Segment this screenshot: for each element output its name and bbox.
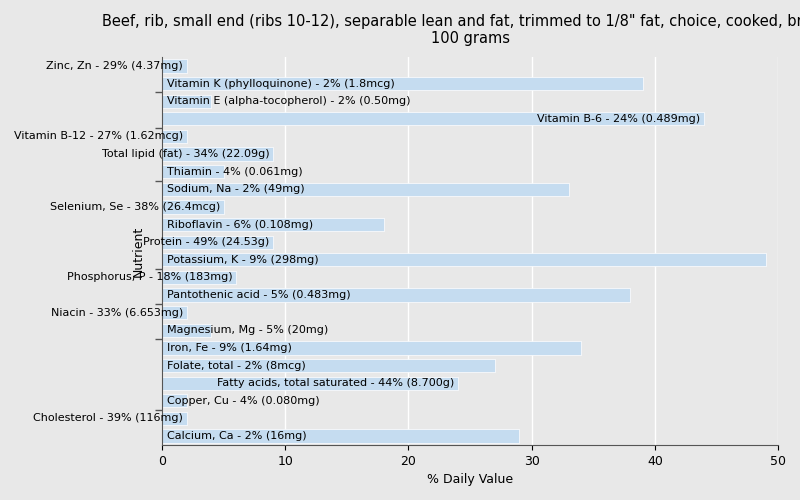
Bar bbox=[162, 376, 458, 390]
Bar bbox=[162, 165, 223, 178]
Text: Copper, Cu - 4% (0.080mg): Copper, Cu - 4% (0.080mg) bbox=[167, 396, 319, 406]
Bar bbox=[162, 60, 186, 72]
Bar bbox=[162, 271, 236, 284]
Text: Selenium, Se - 38% (26.4mcg): Selenium, Se - 38% (26.4mcg) bbox=[50, 202, 220, 212]
Bar bbox=[162, 77, 642, 90]
Bar bbox=[162, 200, 223, 213]
Y-axis label: Nutrient: Nutrient bbox=[131, 226, 145, 276]
Text: Pantothenic acid - 5% (0.483mg): Pantothenic acid - 5% (0.483mg) bbox=[167, 290, 350, 300]
Bar bbox=[162, 324, 211, 337]
Text: Vitamin B-6 - 24% (0.489mg): Vitamin B-6 - 24% (0.489mg) bbox=[538, 114, 701, 124]
Bar bbox=[162, 306, 186, 320]
Bar bbox=[162, 112, 704, 126]
Bar bbox=[162, 148, 273, 160]
Text: Niacin - 33% (6.653mg): Niacin - 33% (6.653mg) bbox=[50, 308, 183, 318]
Text: Iron, Fe - 9% (1.64mg): Iron, Fe - 9% (1.64mg) bbox=[167, 343, 292, 353]
Bar bbox=[162, 394, 186, 407]
Text: Vitamin E (alpha-tocopherol) - 2% (0.50mg): Vitamin E (alpha-tocopherol) - 2% (0.50m… bbox=[167, 96, 410, 106]
Text: Zinc, Zn - 29% (4.37mg): Zinc, Zn - 29% (4.37mg) bbox=[46, 61, 183, 71]
Text: Folate, total - 2% (8mcg): Folate, total - 2% (8mcg) bbox=[167, 360, 306, 370]
X-axis label: % Daily Value: % Daily Value bbox=[427, 473, 513, 486]
Title: Beef, rib, small end (ribs 10-12), separable lean and fat, trimmed to 1/8" fat, : Beef, rib, small end (ribs 10-12), separ… bbox=[102, 14, 800, 46]
Bar bbox=[162, 236, 273, 249]
Text: Vitamin B-12 - 27% (1.62mcg): Vitamin B-12 - 27% (1.62mcg) bbox=[14, 132, 183, 141]
Bar bbox=[162, 94, 211, 108]
Bar bbox=[162, 412, 186, 425]
Text: Total lipid (fat) - 34% (22.09g): Total lipid (fat) - 34% (22.09g) bbox=[102, 149, 269, 159]
Text: Potassium, K - 9% (298mg): Potassium, K - 9% (298mg) bbox=[167, 255, 318, 265]
Bar bbox=[162, 130, 186, 143]
Text: Protein - 49% (24.53g): Protein - 49% (24.53g) bbox=[143, 237, 269, 247]
Bar bbox=[162, 182, 569, 196]
Bar bbox=[162, 288, 630, 302]
Text: Thiamin - 4% (0.061mg): Thiamin - 4% (0.061mg) bbox=[167, 166, 302, 176]
Text: Cholesterol - 39% (116mg): Cholesterol - 39% (116mg) bbox=[33, 414, 183, 424]
Bar bbox=[162, 342, 581, 354]
Text: Fatty acids, total saturated - 44% (8.700g): Fatty acids, total saturated - 44% (8.70… bbox=[217, 378, 454, 388]
Bar bbox=[162, 218, 384, 231]
Bar bbox=[162, 359, 494, 372]
Text: Sodium, Na - 2% (49mg): Sodium, Na - 2% (49mg) bbox=[167, 184, 305, 194]
Text: Calcium, Ca - 2% (16mg): Calcium, Ca - 2% (16mg) bbox=[167, 431, 306, 441]
Bar bbox=[162, 253, 766, 266]
Text: Magnesium, Mg - 5% (20mg): Magnesium, Mg - 5% (20mg) bbox=[167, 326, 328, 336]
Bar bbox=[162, 430, 519, 442]
Text: Riboflavin - 6% (0.108mg): Riboflavin - 6% (0.108mg) bbox=[167, 220, 313, 230]
Text: Vitamin K (phylloquinone) - 2% (1.8mcg): Vitamin K (phylloquinone) - 2% (1.8mcg) bbox=[167, 78, 394, 88]
Text: Phosphorus, P - 18% (183mg): Phosphorus, P - 18% (183mg) bbox=[66, 272, 232, 282]
